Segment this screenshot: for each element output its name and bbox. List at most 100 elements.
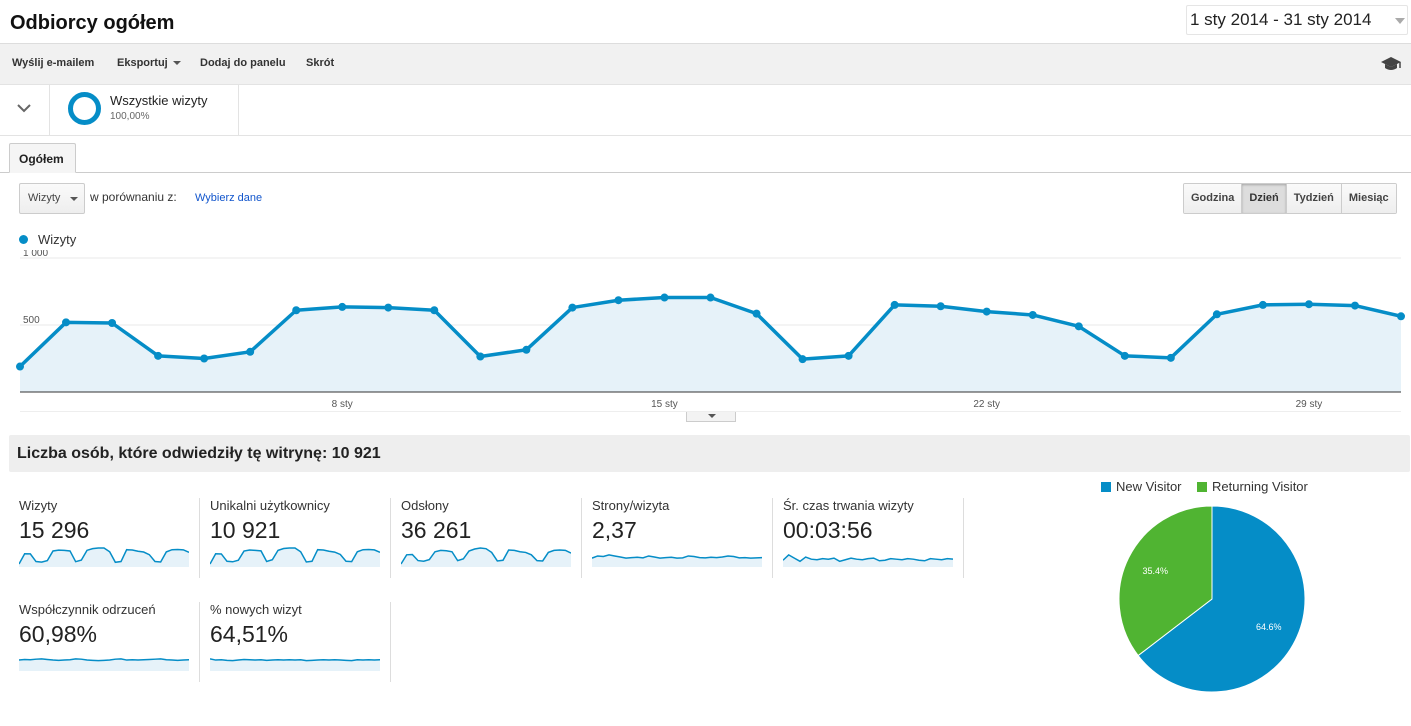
metric-label: Odsłony — [401, 498, 449, 513]
metric-value: 00:03:56 — [783, 517, 873, 543]
pie-legend-swatch — [1197, 482, 1207, 492]
summary-bar: Liczba osób, które odwiedziły tę witrynę… — [9, 435, 1410, 472]
page-title: Odbiorcy ogółem — [10, 12, 175, 34]
data-point[interactable] — [936, 302, 945, 311]
export-button-label: Eksportuj — [117, 57, 168, 69]
pie-legend-returning[interactable]: Returning Visitor — [1197, 479, 1308, 494]
chevron-down-icon — [1395, 18, 1405, 24]
metric-sparkline — [592, 554, 762, 567]
data-point[interactable] — [522, 345, 531, 354]
y-tick-label: 500 — [23, 315, 40, 326]
segment-bar: Wszystkie wizyty 100,00% — [0, 85, 1411, 136]
tab-overview[interactable]: Ogółem — [9, 143, 76, 173]
chevron-down-icon — [708, 414, 716, 418]
period-toggle-group: Godzina Dzień Tydzień Miesiąc — [1183, 183, 1397, 214]
data-point[interactable] — [1258, 300, 1267, 309]
metric-card-avg-duration[interactable]: Śr. czas trwania wizyty 00:03:56 — [773, 498, 964, 578]
data-point[interactable] — [246, 347, 255, 356]
chart-expand-handle[interactable] — [686, 412, 736, 422]
date-range-picker[interactable]: 1 sty 2014 - 31 sty 2014 — [1186, 5, 1408, 35]
data-point[interactable] — [890, 300, 899, 309]
data-point[interactable] — [1212, 310, 1221, 319]
sparkline-area — [19, 658, 189, 671]
data-point[interactable] — [982, 307, 991, 316]
data-point[interactable] — [614, 296, 623, 305]
sparkline-area — [19, 548, 189, 567]
data-point[interactable] — [62, 318, 71, 327]
data-point[interactable] — [568, 303, 577, 312]
metric-card-new-visits[interactable]: % nowych wizyt 64,51% — [200, 602, 391, 682]
sparkline-line — [401, 547, 571, 565]
data-point[interactable] — [1397, 312, 1405, 321]
segment-name: Wszystkie wizyty — [110, 93, 208, 108]
data-point[interactable] — [1120, 351, 1129, 360]
visitor-type-pie-chart: 64.6% 35.4% — [1118, 505, 1306, 693]
metric-select-value: Wizyty — [28, 192, 61, 204]
metric-card-pageviews[interactable]: Odsłony 36 261 — [391, 498, 582, 578]
visits-line-chart: 1 000 500 8 sty 15 sty 22 sty 29 sty — [16, 250, 1405, 412]
export-button[interactable]: Eksportuj — [117, 57, 181, 69]
metric-sparkline — [401, 547, 571, 567]
data-point[interactable] — [798, 355, 807, 364]
metric-card-unique-users[interactable]: Unikalni użytkownicy 10 921 — [200, 498, 391, 578]
data-point[interactable] — [16, 362, 24, 371]
metric-card-pages-per-visit[interactable]: Strony/wizyta 2,37 — [582, 498, 773, 578]
sparkline-area — [783, 554, 953, 567]
email-button[interactable]: Wyślij e-mailem — [12, 57, 95, 69]
report-toolbar: Wyślij e-mailem Eksportuj Dodaj do panel… — [0, 43, 1411, 85]
shortcut-button[interactable]: Skrót — [306, 57, 335, 69]
compare-link[interactable]: Wybierz dane — [195, 192, 263, 204]
pie-slice[interactable] — [1118, 505, 1213, 657]
data-point[interactable] — [660, 293, 669, 302]
period-month-button[interactable]: Miesiąc — [1341, 184, 1396, 213]
data-point[interactable] — [1028, 310, 1037, 319]
data-point[interactable] — [752, 309, 761, 318]
data-point[interactable] — [292, 306, 301, 315]
period-week-button[interactable]: Tydzień — [1286, 184, 1342, 213]
data-point[interactable] — [430, 306, 439, 315]
data-point[interactable] — [1304, 300, 1313, 309]
metric-card-bounce-rate[interactable]: Współczynnik odrzuceń 60,98% — [9, 602, 200, 682]
segment-all-visits[interactable]: Wszystkie wizyty 100,00% — [50, 85, 239, 135]
metric-sparkline — [19, 658, 189, 671]
series-area — [20, 297, 1401, 392]
segment-toggle[interactable] — [0, 85, 50, 135]
data-point[interactable] — [844, 351, 853, 360]
period-day-button[interactable]: Dzień — [1242, 184, 1287, 213]
data-point[interactable] — [1350, 301, 1359, 310]
metric-label: Śr. czas trwania wizyty — [783, 498, 914, 513]
data-point[interactable] — [154, 351, 163, 360]
chevron-down-icon — [172, 61, 181, 66]
date-range-text: 1 sty 2014 - 31 sty 2014 — [1190, 10, 1372, 29]
pie-legend-label: New Visitor — [1116, 479, 1182, 494]
graduation-cap-icon[interactable] — [1380, 55, 1402, 73]
data-point[interactable] — [108, 318, 117, 327]
chart-legend-label[interactable]: Wizyty — [38, 232, 77, 247]
add-to-dashboard-button[interactable]: Dodaj do panelu — [200, 57, 286, 69]
data-point[interactable] — [1166, 353, 1175, 362]
period-hour-button[interactable]: Godzina — [1184, 184, 1243, 213]
metric-value: 15 296 — [19, 517, 90, 543]
metric-value: 10 921 — [210, 517, 281, 543]
x-tick-label: 22 sty — [973, 399, 1000, 410]
sparkline-line — [592, 554, 762, 559]
data-point[interactable] — [338, 302, 347, 311]
metric-sparkline — [210, 547, 380, 567]
metric-sparkline — [210, 658, 380, 671]
segment-ring-icon — [68, 92, 101, 125]
metric-label: Wizyty — [19, 498, 58, 513]
data-point[interactable] — [384, 303, 393, 312]
pie-legend-new[interactable]: New Visitor — [1101, 479, 1182, 494]
data-point[interactable] — [706, 293, 715, 302]
metric-select[interactable]: Wizyty — [19, 183, 85, 214]
x-tick-label: 8 sty — [332, 399, 353, 410]
data-point[interactable] — [476, 352, 485, 361]
data-point[interactable] — [200, 354, 209, 363]
metric-card-visits[interactable]: Wizyty 15 296 — [9, 498, 200, 578]
metric-value: 36 261 — [401, 517, 472, 543]
metric-label: % nowych wizyt — [210, 602, 302, 617]
chart-legend-marker — [19, 235, 28, 244]
pie-slice[interactable] — [1137, 505, 1306, 693]
sparkline-line — [210, 658, 380, 662]
data-point[interactable] — [1074, 322, 1083, 331]
